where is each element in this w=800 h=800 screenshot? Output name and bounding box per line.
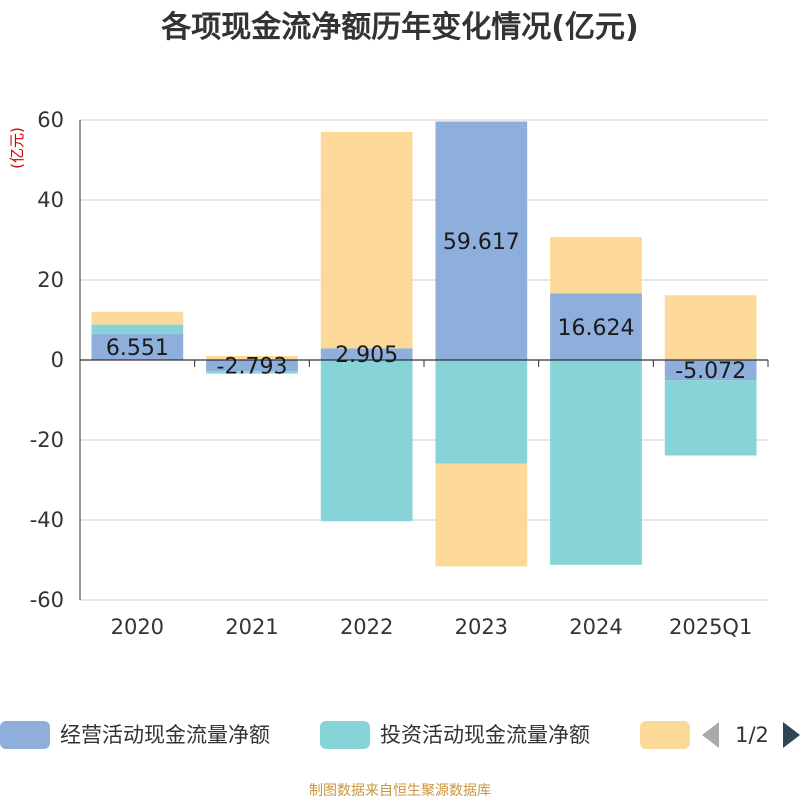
legend-label-2[interactable]: 投资活动现金流量净额 <box>380 723 590 747</box>
y-tick-label-2: -20 <box>30 428 64 452</box>
legend-page-indicator: 1/2 <box>735 723 769 747</box>
bar-2022-series-1[interactable] <box>320 348 413 360</box>
bar-2021-series-1[interactable] <box>206 360 298 372</box>
data-label-2020: 6.551 <box>106 336 169 361</box>
y-tick-label-4: 20 <box>37 268 64 292</box>
bar-2025Q1-series-2[interactable] <box>664 380 757 456</box>
axes <box>79 120 769 600</box>
legend: 经营活动现金流量净额 投资活动现金流量净额 <box>0 721 690 749</box>
x-tick-label-2020: 2020 <box>111 615 164 639</box>
bar-2022-series-3[interactable] <box>320 131 413 349</box>
y-tick-label-0: -60 <box>30 588 64 612</box>
bar-2020-series-3[interactable] <box>91 311 184 325</box>
tick-labels: -60 -40 -20 0 20 40 60 2020 2021 2022 2023 2024 2025… <box>30 108 753 639</box>
data-source-note: 制图数据来自恒生聚源数据库 <box>309 783 491 799</box>
x-tick-label-2023: 2023 <box>455 615 508 639</box>
x-tick-label-2025Q1: 2025Q1 <box>669 615 752 639</box>
legend-label-1[interactable]: 经营活动现金流量净额 <box>60 723 270 747</box>
bar-2020-series-1[interactable] <box>91 333 184 360</box>
data-label-2022: 2.905 <box>335 343 398 368</box>
data-label-2025Q1: -5.072 <box>675 359 746 384</box>
y-tick-label-6: 60 <box>37 108 64 132</box>
legend-prev-arrow-icon[interactable] <box>702 722 719 748</box>
legend-next-arrow-icon[interactable] <box>783 722 800 748</box>
bar-2021-series-2[interactable] <box>206 371 298 374</box>
bar-2023-series-2[interactable] <box>435 360 528 464</box>
data-label-2024: 16.624 <box>558 316 635 341</box>
y-tick-label-1: -40 <box>30 508 64 532</box>
bars <box>91 121 757 567</box>
bar-2024-series-3[interactable] <box>550 237 642 294</box>
bar-2023-series-1[interactable] <box>435 121 528 360</box>
legend-swatch-3[interactable] <box>640 721 690 749</box>
bar-2024-series-1[interactable] <box>550 293 642 360</box>
y-tick-label-5: 40 <box>37 188 64 212</box>
bar-2022-series-2[interactable] <box>320 360 413 522</box>
data-label-2023: 59.617 <box>443 230 520 255</box>
x-tick-label-2024: 2024 <box>569 615 622 639</box>
data-labels: 6.551 -2.793 2.905 59.617 16.624 -5.072 <box>106 230 746 384</box>
legend-swatch-2[interactable] <box>320 721 370 749</box>
bar-2021-series-3[interactable] <box>206 356 298 360</box>
bar-2025Q1-series-3[interactable] <box>664 295 757 360</box>
legend-swatch-1[interactable] <box>0 721 50 749</box>
bar-2025Q1-series-1[interactable] <box>664 360 757 381</box>
chart-title: 各项现金流净额历年变化情况(亿元) <box>160 10 638 45</box>
y-axis-unit-label: (亿元) <box>8 127 26 169</box>
x-tick-label-2021: 2021 <box>225 615 278 639</box>
x-tick-label-2022: 2022 <box>340 615 393 639</box>
data-label-2021: -2.793 <box>217 355 288 380</box>
bar-2024-series-2[interactable] <box>550 360 642 565</box>
bar-2020-series-2[interactable] <box>91 324 184 334</box>
bar-2023-series-3[interactable] <box>435 463 528 567</box>
y-tick-label-3: 0 <box>51 348 64 372</box>
